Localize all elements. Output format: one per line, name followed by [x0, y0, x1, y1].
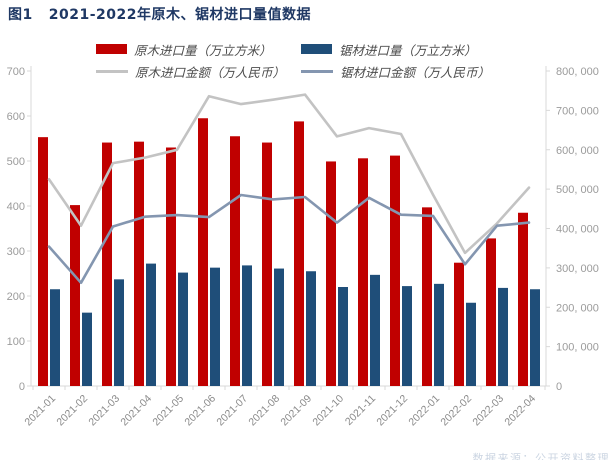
sawn-volume-bar-2021-12 [402, 286, 412, 386]
log-volume-bar-2021-07 [230, 136, 240, 386]
x-axis-label-2021-05: 2021-05 [150, 393, 186, 429]
legend-item-log-value: 原木进口金额（万人民币） [96, 62, 301, 81]
log-volume-bar-2022-02 [454, 262, 464, 386]
x-axis-label-2022-01: 2022-01 [406, 393, 442, 429]
x-axis-label-2021-12: 2021-12 [374, 393, 410, 429]
legend-item-sawn-volume: 锯材进口量（万立方米） [301, 40, 516, 59]
right-axis-tick-label: 200, 000 [556, 302, 599, 314]
sawn-volume-bar-2022-01 [434, 283, 444, 386]
sawn-volume-bar-2021-03 [114, 279, 124, 386]
log-volume-bar-2021-08 [262, 142, 272, 386]
x-axis-label-2021-10: 2021-10 [310, 393, 346, 429]
left-axis-tick-label: 700 [7, 66, 25, 78]
sawn-volume-bar-2022-02 [466, 302, 476, 386]
x-axis-label-2021-08: 2021-08 [246, 393, 282, 429]
left-axis-tick-label: 0 [19, 381, 25, 393]
x-axis-label-2021-07: 2021-07 [214, 393, 250, 429]
right-axis-tick-label: 700, 000 [556, 105, 599, 117]
chart-title: 图1 2021-2022年原木、锯材进口量值数据 [8, 4, 311, 24]
log-volume-bar-2021-04 [134, 141, 144, 386]
legend-swatch-log-value [96, 69, 128, 73]
x-axis-label-2021-11: 2021-11 [343, 393, 378, 428]
sawn-volume-bar-2021-07 [242, 265, 252, 386]
sawn-volume-bar-2021-02 [82, 312, 92, 386]
chart-title-text: 2021-2022年原木、锯材进口量值数据 [48, 7, 311, 23]
sawn-volume-bar-2021-06 [210, 267, 220, 386]
log-volume-bar-2021-02 [70, 205, 80, 386]
legend-label-log-volume: 原木进口量（万立方米） [134, 42, 272, 58]
right-axis-tick-label: 500, 000 [556, 184, 599, 196]
log-volume-bar-2022-01 [422, 207, 432, 386]
log-volume-bar-2021-09 [294, 121, 304, 387]
sawn-volume-bar-2021-09 [306, 271, 316, 386]
legend-swatch-sawn-volume [301, 44, 332, 54]
x-axis-label-2022-04: 2022-04 [502, 393, 538, 429]
legend: 原木进口量（万立方米） 锯材进口量（万立方米） 原木进口金额（万人民币） 锯材进口金额… [96, 38, 516, 82]
sawn-value-line [47, 193, 531, 285]
sawn-volume-bar-2021-08 [274, 268, 284, 386]
legend-item-sawn-value: 锯材进口金额（万人民币） [301, 62, 516, 81]
sawn-volume-bar-2022-03 [498, 287, 508, 386]
x-axis-label-2021-03: 2021-03 [86, 393, 122, 429]
left-axis-tick-label: 600 [7, 111, 25, 123]
sawn-volume-bar-2021-10 [338, 287, 348, 386]
log-volume-bar-2021-05 [166, 147, 176, 386]
log-volume-bar-2021-06 [198, 118, 208, 386]
legend-label-sawn-value: 锯材进口金额（万人民币） [340, 64, 491, 80]
right-axis-tick-label: 600, 000 [556, 145, 599, 157]
left-axis-tick-label: 400 [7, 201, 25, 213]
legend-swatch-log-volume [96, 44, 127, 54]
legend-label-sawn-volume: 锯材进口量（万立方米） [339, 42, 477, 58]
right-axis-tick-label: 100, 000 [556, 342, 599, 354]
right-axis-tick-label: 300, 000 [556, 263, 599, 275]
log-volume-bar-2021-01 [38, 137, 48, 386]
log-volume-bar-2021-12 [390, 155, 400, 386]
log-value-line [47, 93, 531, 255]
right-axis-tick-label: 0 [556, 381, 562, 393]
x-axis-label-2021-09: 2021-09 [278, 393, 314, 429]
left-axis-tick-label: 200 [7, 291, 25, 303]
sawn-volume-bar-2021-11 [370, 274, 380, 386]
log-volume-bar-2021-10 [326, 161, 336, 386]
right-axis-tick-label: 400, 000 [556, 224, 599, 236]
x-axis-label-2022-03: 2022-03 [470, 393, 506, 429]
sawn-volume-bar-2021-05 [178, 272, 188, 386]
x-axis-label-2021-06: 2021-06 [182, 393, 218, 429]
legend-label-log-value: 原木进口金额（万人民币） [135, 64, 286, 80]
figure-label: 图1 [8, 7, 33, 23]
watermark: 数据来源：公开资料整理 [472, 453, 610, 460]
legend-swatch-sawn-value [301, 69, 333, 73]
log-volume-bar-2021-03 [102, 142, 112, 386]
left-axis-tick-label: 100 [7, 336, 25, 348]
sawn-volume-bar-2022-04 [530, 289, 540, 386]
left-axis-tick-label: 300 [7, 246, 25, 258]
sawn-volume-bar-2021-04 [146, 263, 156, 386]
x-axis-label-2021-02: 2021-02 [54, 393, 90, 429]
x-axis-label-2021-01: 2021-01 [22, 393, 58, 429]
log-volume-bar-2022-03 [486, 238, 496, 386]
x-axis-label-2022-02: 2022-02 [438, 393, 474, 429]
left-axis-tick-label: 500 [7, 156, 25, 168]
log-volume-bar-2022-04 [518, 212, 528, 386]
legend-item-log-volume: 原木进口量（万立方米） [96, 40, 301, 59]
log-volume-bar-2021-11 [358, 158, 368, 386]
x-axis-label-2021-04: 2021-04 [118, 393, 154, 429]
sawn-volume-bar-2021-01 [50, 289, 60, 386]
right-axis-tick-label: 800, 000 [556, 66, 599, 78]
